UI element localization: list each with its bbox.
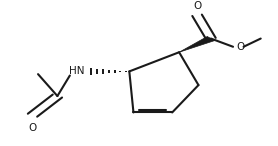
Polygon shape bbox=[179, 36, 215, 52]
Text: O: O bbox=[28, 123, 37, 133]
Text: O: O bbox=[193, 1, 201, 11]
Text: HN: HN bbox=[69, 66, 85, 76]
Text: O: O bbox=[236, 42, 245, 52]
